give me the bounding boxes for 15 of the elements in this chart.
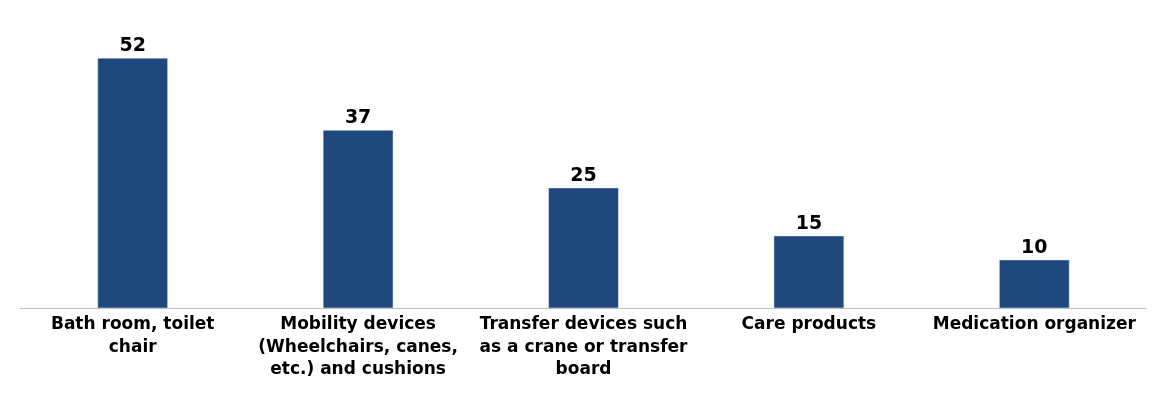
bar (548, 187, 619, 308)
data-label: 10 (1021, 234, 1048, 257)
bar (999, 259, 1070, 308)
x-tick-label: Transfer devices such as a crane or transfer board (479, 313, 689, 378)
data-label: 25 (570, 162, 597, 185)
x-tick-label: Bath room, toilet chair (50, 313, 215, 356)
x-tick-label: Mobility devices (Wheelchairs, canes, etc.) and cushions (258, 313, 458, 378)
data-label: 15 (795, 210, 823, 233)
bar (773, 235, 845, 308)
data-label: 37 (344, 105, 372, 128)
bar (97, 57, 168, 308)
x-tick-label: Medication organizer (932, 313, 1137, 334)
data-label: 52 (119, 33, 146, 56)
bar (322, 129, 394, 308)
x-tick-label: Care products (741, 313, 877, 334)
